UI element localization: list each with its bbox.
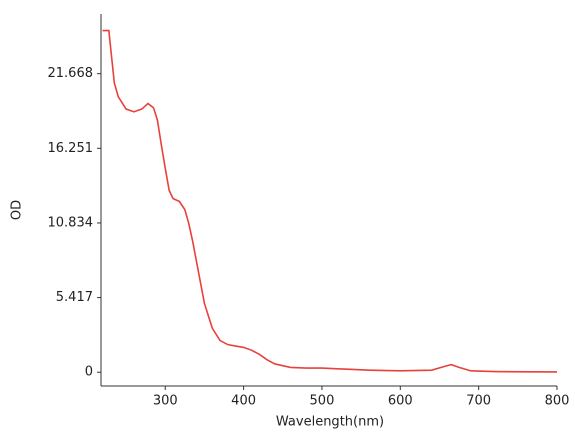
x-tick-label: 300	[153, 394, 178, 409]
x-tick-label: 800	[545, 394, 570, 409]
data-line	[102, 29, 558, 373]
x-axis-label: Wavelength(nm)	[276, 415, 384, 430]
y-tick-label: 10.834	[48, 215, 94, 230]
y-tick-label: 5.417	[56, 290, 93, 305]
y-tick-label: 16.251	[48, 141, 94, 156]
y-tick-label: 0	[85, 365, 93, 380]
x-tick-label: 600	[388, 394, 413, 409]
x-tick-label: 400	[231, 394, 256, 409]
x-tick-label: 700	[466, 394, 491, 409]
y-tick-label: 21.668	[48, 66, 94, 81]
x-tick-label: 500	[310, 394, 335, 409]
y-axis-label: OD	[10, 200, 25, 220]
